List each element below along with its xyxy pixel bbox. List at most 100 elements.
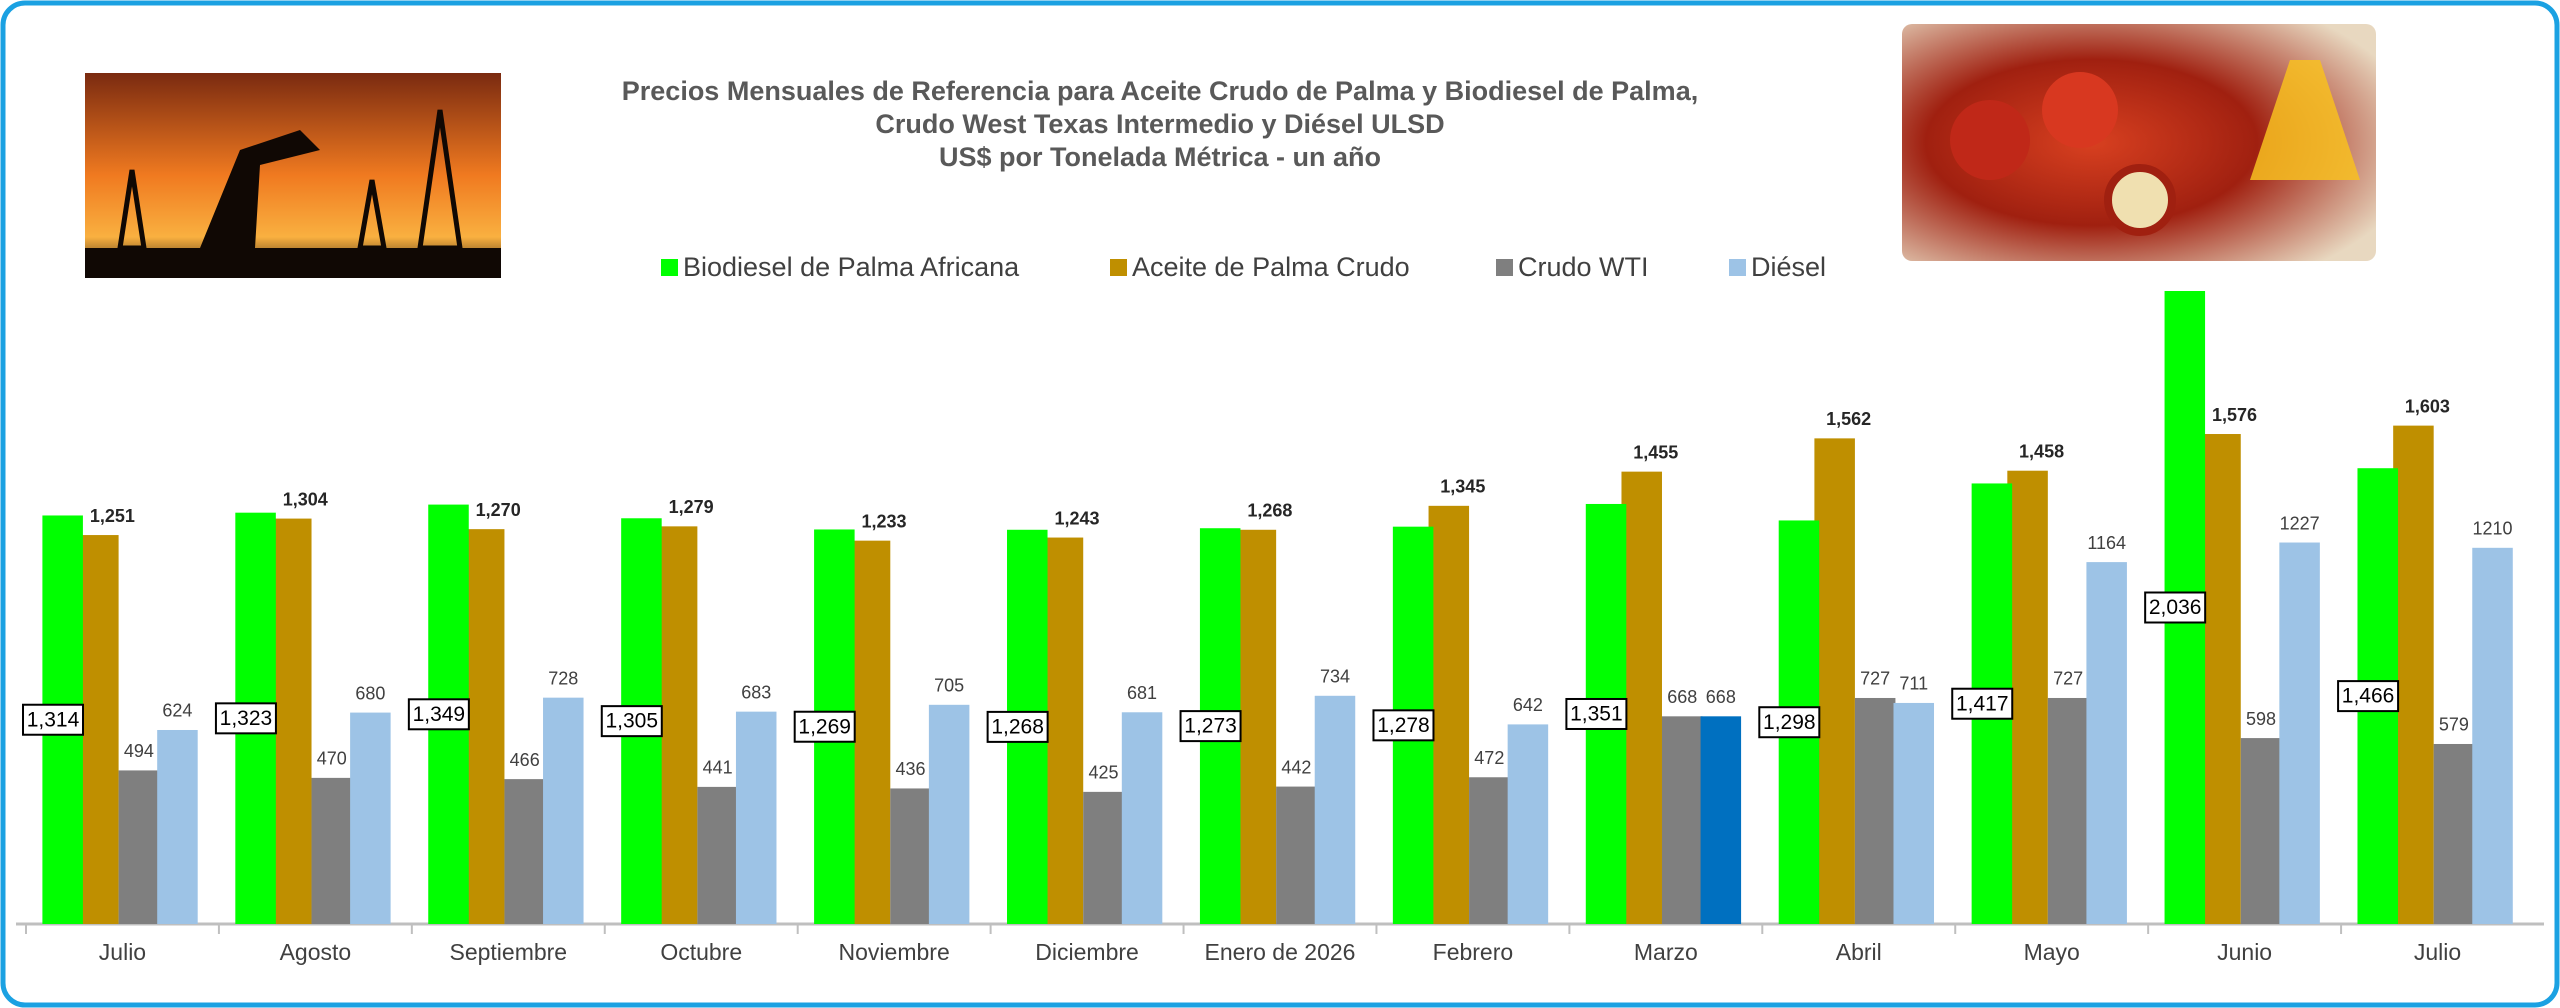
bar [1854,697,1896,924]
legend-label: Diésel [1751,252,1826,282]
bar [1083,791,1124,924]
value-label-box [2144,591,2207,624]
x-tick-label: Julio [99,939,146,965]
value-label-box [793,710,856,743]
value-label-box [22,703,85,736]
value-label: 642 [1513,695,1543,715]
value-label: 598 [2246,709,2276,729]
value-label: 1,417 [1956,692,2009,715]
bar [1469,777,1510,924]
bar [1700,716,1742,924]
palm-image [1902,24,2376,261]
value-label-box [986,710,1049,743]
value-label: 1,268 [991,715,1044,738]
oil-image [85,73,501,278]
value-label-box [407,698,470,731]
value-label: 1,458 [2019,441,2064,461]
bar [543,697,584,924]
bar [735,711,777,924]
bar [890,788,931,924]
bar [1235,529,1277,924]
value-label: 681 [1127,683,1157,703]
x-tick-label: Junio [2217,939,2272,965]
value-label-box [1951,687,2014,720]
value-label: 1,576 [2212,405,2257,425]
x-tick-label: Enero de 2026 [1205,939,1356,965]
value-label: 425 [1088,763,1118,783]
value-label: 1,268 [1247,501,1292,521]
x-tick-label: Noviembre [839,939,950,965]
value-label-box [1758,706,1821,739]
x-tick-label: Julio [2414,939,2461,965]
value-label: 683 [741,682,771,702]
bar [697,786,738,924]
legend-label: Aceite de Palma Crudo [1132,252,1410,282]
value-label: 668 [1667,687,1697,707]
bar [463,529,505,924]
chart-title: Crudo West Texas Intermedio y Diésel ULS… [875,109,1444,139]
value-label-box [2337,680,2400,713]
value-label: 2,036 [2149,596,2202,619]
value-label: 1,278 [1377,714,1430,737]
value-label: 470 [317,749,347,769]
x-tick-label: Marzo [1634,939,1698,965]
value-label-box [600,705,663,738]
x-tick-label: Mayo [2024,939,2080,965]
value-label: 728 [548,668,578,688]
value-label: 727 [2053,669,2083,689]
bar [2433,743,2475,924]
x-tick-label: Abril [1836,939,1882,965]
value-label: 1,562 [1826,409,1871,429]
bar [1042,537,1084,924]
value-label: 1,304 [283,489,328,509]
value-label: 1210 [2472,519,2512,539]
legend-label: Biodiesel de Palma Africana [683,252,1020,282]
bar [1314,695,1356,924]
x-tick-label: Febrero [1433,939,1514,965]
bar [78,535,119,924]
value-label: 1,349 [413,703,466,726]
bar [311,777,353,924]
bar [1893,702,1935,924]
bar [2279,542,2320,924]
value-label: 579 [2439,715,2469,735]
x-tick-label: Diciembre [1035,939,1139,965]
value-label: 1227 [2280,513,2320,533]
value-label: 668 [1706,687,1736,707]
value-label: 1,351 [1570,703,1623,726]
bar [1121,712,1163,924]
value-label: 472 [1474,748,1504,768]
chart-title: US$ por Tonelada Métrica - un año [939,142,1381,172]
bar [271,518,312,924]
legend-swatch [1496,259,1513,276]
legend-swatch [661,259,678,276]
value-label: 466 [510,750,540,770]
value-label: 734 [1320,667,1350,687]
x-tick-label: Agosto [280,939,352,965]
legend-swatch [1110,259,1127,276]
value-label: 1,243 [1054,508,1099,528]
value-label-box [1372,709,1435,742]
value-label: 1,345 [1440,477,1485,497]
value-label: 1,269 [798,715,851,738]
value-label: 1,279 [669,497,714,517]
bar [350,712,391,924]
value-label: 624 [162,701,192,721]
value-label: 727 [1860,669,1890,689]
value-label: 1,251 [90,506,135,526]
bar [2240,738,2282,924]
value-label: 680 [355,683,385,703]
bar [2086,562,2127,924]
bar [1661,716,1703,924]
bar [2007,470,2048,924]
bar [118,770,160,924]
bar [1621,471,1662,924]
value-label-box [214,702,277,735]
value-label: 436 [896,759,926,779]
bar [656,526,698,924]
value-label: 1,233 [862,511,907,531]
value-label: 1164 [2087,533,2126,553]
value-label: 1,455 [1633,442,1678,462]
value-label: 1,270 [476,500,521,520]
